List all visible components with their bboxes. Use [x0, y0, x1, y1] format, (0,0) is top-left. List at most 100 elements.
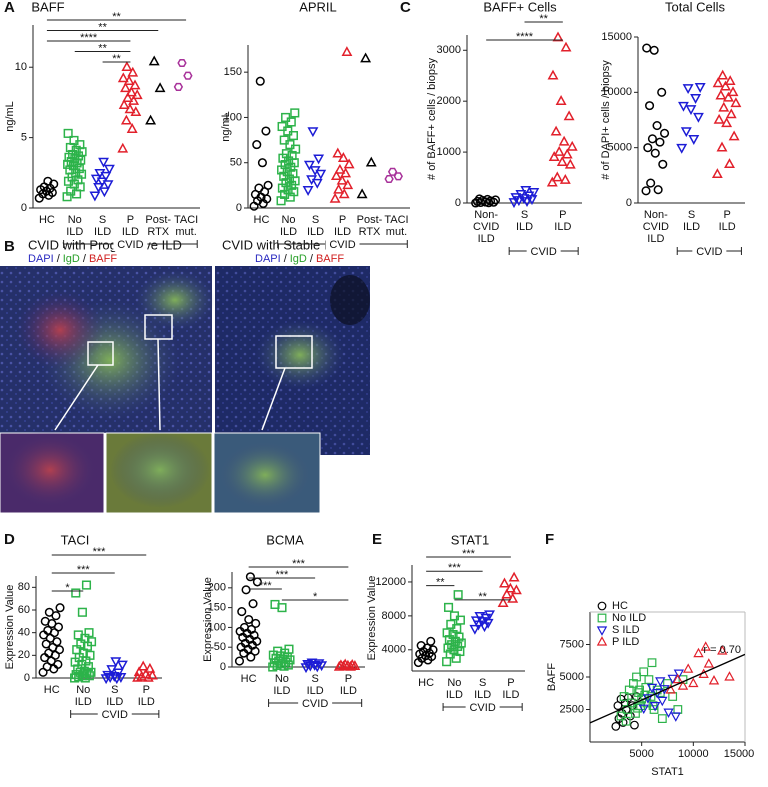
panel-letter: F [545, 531, 554, 548]
inset-region [0, 430, 100, 510]
y-tick-label: 5 [21, 132, 27, 144]
data-point [449, 611, 460, 621]
significance-label: **** [80, 32, 98, 44]
data-point [261, 126, 271, 136]
y-tick-label: 7500 [560, 638, 584, 650]
data-point [718, 101, 730, 112]
zoom-arrow [157, 338, 161, 431]
data-point [616, 711, 626, 721]
x-tick-label: ILD [75, 696, 92, 708]
data-point [499, 577, 510, 588]
data-point [454, 632, 464, 642]
panel-letter: E [372, 531, 382, 548]
data-point [302, 186, 314, 196]
data-point [257, 158, 267, 168]
data-point [628, 679, 638, 688]
data-point [479, 622, 490, 633]
data-point [658, 159, 668, 169]
data-point [657, 714, 667, 723]
data-point [693, 112, 704, 123]
data-point [146, 669, 158, 680]
data-point [245, 572, 255, 582]
y-axis-label: Expression Value [202, 577, 214, 662]
data-point [673, 705, 683, 714]
data-point [387, 167, 398, 176]
data-point [237, 607, 247, 617]
data-point [77, 607, 87, 617]
data-point [110, 657, 122, 668]
data-point [515, 190, 527, 200]
data-point [251, 618, 261, 629]
data-point [339, 658, 351, 669]
x-tick-label: ILD [502, 689, 519, 701]
y-tick-label: 2500 [560, 703, 584, 715]
y-tick-label: 20 [18, 649, 30, 661]
data-point [43, 625, 53, 635]
y-tick-label: 150 [208, 602, 226, 614]
data-point [645, 101, 655, 111]
data-point [74, 164, 84, 174]
data-point [724, 671, 735, 681]
data-point [470, 616, 482, 627]
chart-title: STAT1 [451, 532, 490, 547]
data-point [117, 72, 129, 83]
x-tick-label: ILD [66, 226, 83, 238]
data-point [708, 675, 720, 685]
data-point [315, 169, 327, 180]
data-point [102, 670, 114, 681]
significance-label: *** [462, 548, 476, 560]
data-point [288, 169, 298, 179]
x-tick-label: P [507, 677, 514, 689]
data-point [137, 660, 149, 671]
data-point [641, 186, 651, 196]
data-point [336, 174, 348, 185]
x-axis-label: STAT1 [651, 766, 684, 778]
group-label: CVID [531, 246, 557, 258]
data-point [85, 650, 95, 660]
data-point [443, 602, 454, 612]
data-point [102, 180, 114, 191]
y-axis-label: BAFF [546, 663, 558, 691]
data-point [455, 646, 465, 657]
chart-title: Total Cells [665, 0, 725, 14]
x-tick-label: ILD [94, 226, 111, 238]
chart-title: BAFF+ Cells [483, 0, 557, 14]
data-point [682, 663, 694, 673]
data-point [596, 636, 608, 646]
x-tick-label: ILD [474, 689, 491, 701]
data-point [561, 148, 573, 159]
group-label-bg [97, 707, 132, 721]
y-tick-label: 0 [21, 202, 27, 214]
data-point [334, 163, 346, 174]
stain: IgD [290, 253, 307, 265]
significance-label: ** [436, 577, 445, 589]
significance-label: *** [275, 569, 289, 581]
data-point [284, 644, 294, 654]
x-tick-label: ILD [334, 226, 351, 238]
data-point [98, 157, 109, 168]
data-point [559, 173, 571, 184]
data-point [71, 588, 81, 598]
data-point [597, 601, 607, 611]
y-tick-label: 0 [455, 197, 461, 209]
data-point [510, 193, 522, 204]
x-tick-label: HC [241, 673, 257, 685]
significance-label: ** [539, 13, 548, 25]
data-point [349, 660, 361, 670]
separator: / [57, 253, 61, 265]
data-point [120, 82, 131, 93]
significance-label: **** [516, 31, 534, 43]
data-point [649, 45, 659, 55]
data-point [121, 61, 133, 72]
data-point [234, 656, 245, 666]
group-label-bg [692, 244, 727, 258]
chart-title: TACI [61, 532, 90, 547]
x-tick-label: No [275, 673, 289, 685]
data-point [556, 156, 568, 167]
micrograph-region [135, 270, 215, 330]
data-point [86, 667, 96, 677]
data-point [346, 658, 358, 669]
data-point [333, 183, 345, 194]
x-tick-label: Post- [145, 214, 171, 226]
x-tick-label: 5000 [629, 748, 653, 760]
